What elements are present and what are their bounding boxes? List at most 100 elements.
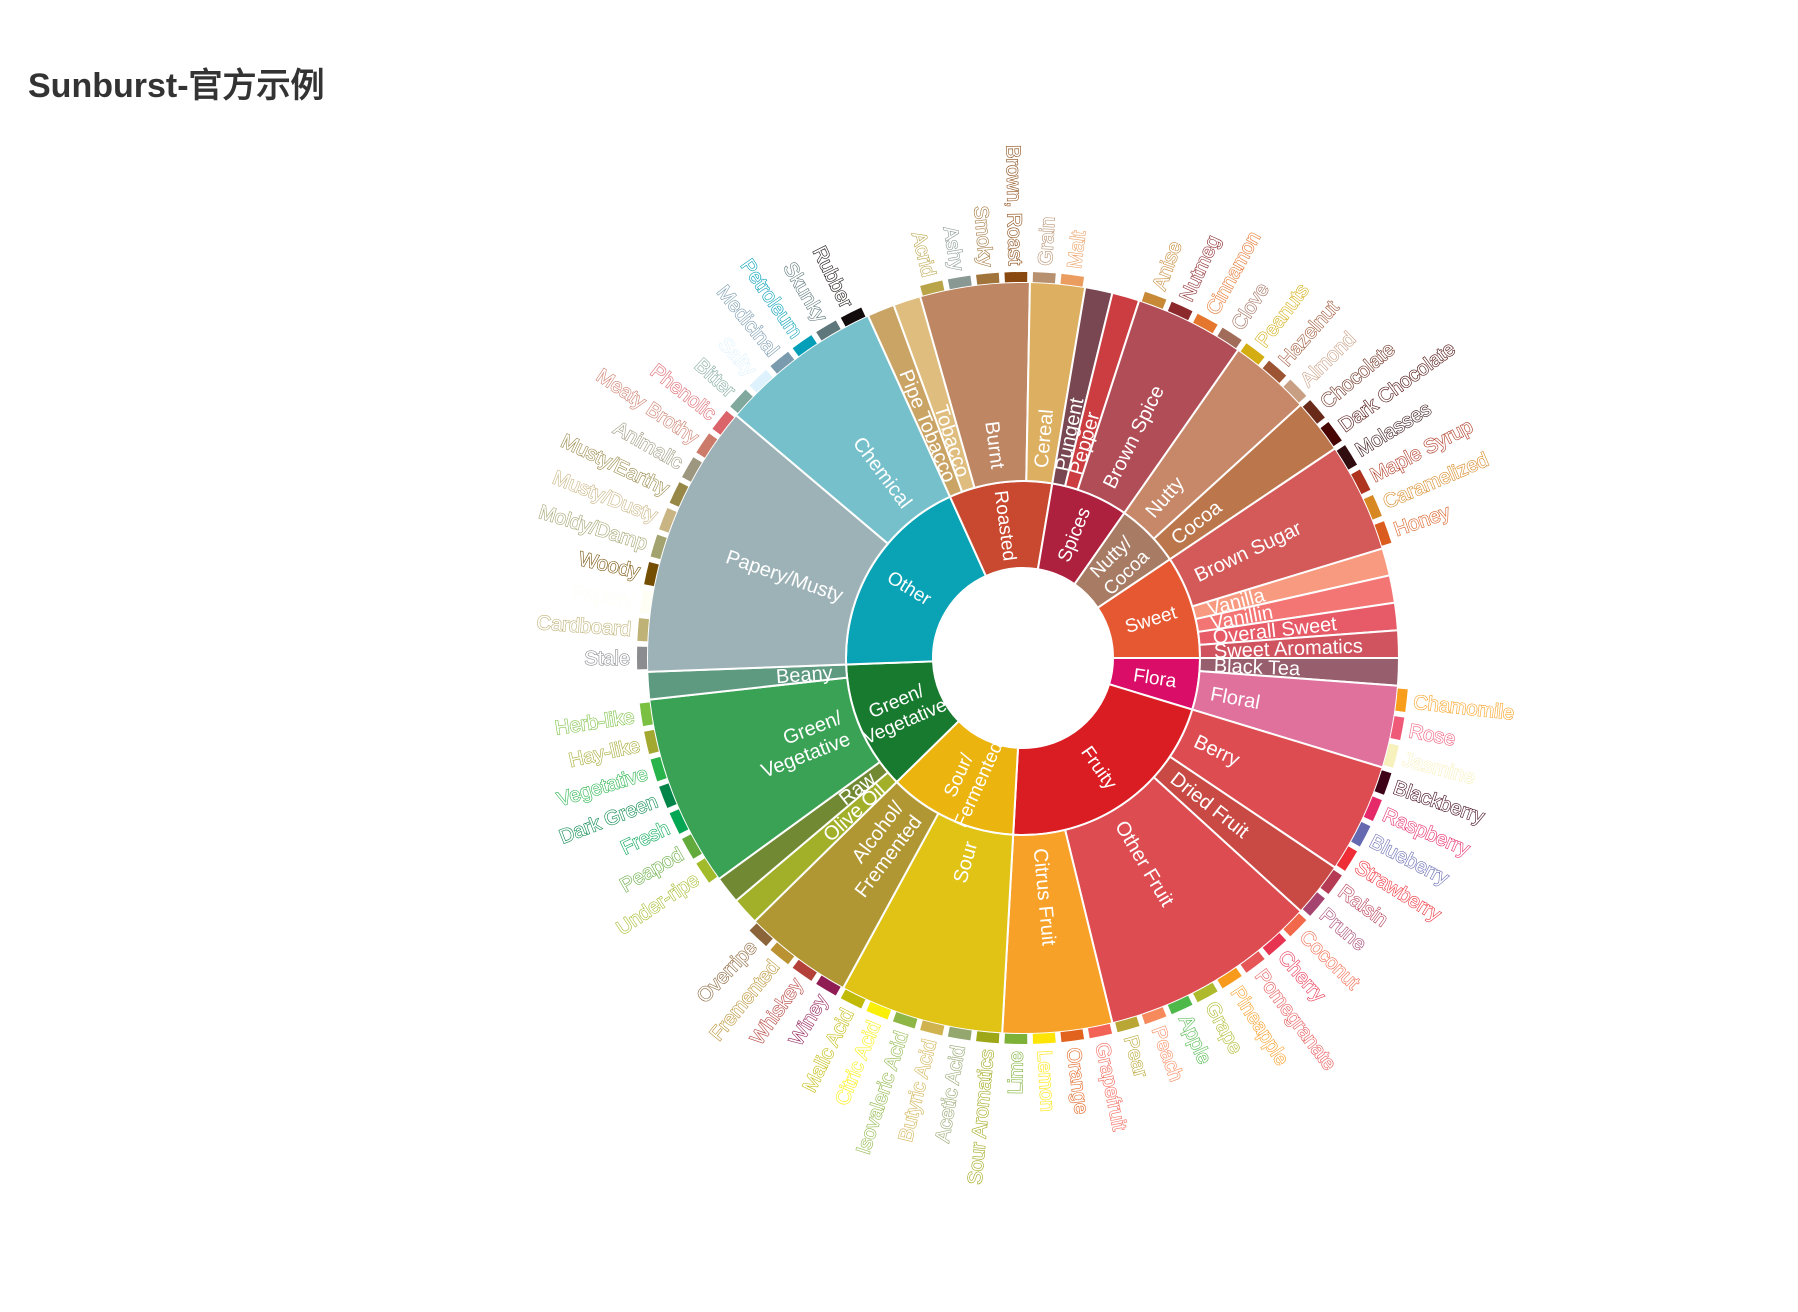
arc-musty-earthy[interactable] <box>669 482 689 507</box>
arc-sour-aromatics[interactable] <box>976 1031 1000 1044</box>
arc-isovaleric-acid[interactable] <box>892 1012 918 1029</box>
label-beany: Beany <box>775 662 833 688</box>
arc-chocolate[interactable] <box>1302 400 1325 424</box>
label-cardboard: Cardboard <box>536 612 632 641</box>
label-malt: Malt <box>1064 229 1091 270</box>
arc-jasmine[interactable] <box>1383 743 1399 768</box>
arc-fresh[interactable] <box>669 809 689 834</box>
arc-peach[interactable] <box>1141 1007 1167 1025</box>
arc-moldy-damp[interactable] <box>650 534 667 560</box>
sunburst-arcs <box>637 271 1408 1045</box>
arc-pineapple[interactable] <box>1217 967 1242 989</box>
arc-musty-dusty[interactable] <box>659 507 677 533</box>
arc-pomegranate[interactable] <box>1240 951 1265 973</box>
arc-woody[interactable] <box>644 562 659 587</box>
label-papery: Papery <box>570 581 636 612</box>
label-acetic-acid: Acetic Acid <box>932 1044 970 1144</box>
label-cereal: Cereal <box>1031 408 1058 469</box>
arc-herb-like[interactable] <box>639 702 653 727</box>
arc-meaty-brothy[interactable] <box>696 433 718 458</box>
arc-petroleum[interactable] <box>792 335 817 357</box>
label-acrid: Acrid <box>907 230 939 280</box>
arc-acetic-acid[interactable] <box>947 1026 972 1041</box>
arc-citric-acid[interactable] <box>866 1001 892 1020</box>
arc-animalic[interactable] <box>682 457 702 482</box>
label-woody: Woody <box>577 548 642 583</box>
arc-malt[interactable] <box>1060 273 1085 287</box>
arc-almond[interactable] <box>1283 379 1307 403</box>
arc-sweet-aromatics[interactable] <box>1198 629 1401 659</box>
label-sour-aromatics: Sour Aromatics <box>964 1048 998 1185</box>
arc-malic-acid[interactable] <box>840 989 866 1009</box>
arc-honey[interactable] <box>1374 521 1392 546</box>
arc-medicinal[interactable] <box>770 351 795 374</box>
arc-brown-roast[interactable] <box>1004 271 1028 283</box>
label-sweet-aromatics: Sweet Aromatics <box>1214 635 1364 662</box>
arc-grapefruit[interactable] <box>1087 1023 1113 1039</box>
arc-salty[interactable] <box>749 369 773 393</box>
arc-rose[interactable] <box>1390 716 1405 741</box>
label-pear: Pear <box>1119 1033 1152 1080</box>
label-ashy: Ashy <box>939 225 968 272</box>
arc-dark-chocolate[interactable] <box>1320 421 1342 447</box>
arc-anise[interactable] <box>1141 291 1167 309</box>
arc-hay-like[interactable] <box>644 729 659 754</box>
arc-raspberry[interactable] <box>1363 796 1382 822</box>
arc-overripe[interactable] <box>749 923 773 947</box>
label-chamomile: Chamomile <box>1412 692 1515 725</box>
arc-chamomile[interactable] <box>1395 688 1408 713</box>
arc-cardboard[interactable] <box>637 618 650 642</box>
arc-skunky[interactable] <box>816 320 841 341</box>
arc-peanuts[interactable] <box>1240 343 1265 365</box>
label-smoky: Smoky <box>969 205 997 268</box>
label-stale: Stale <box>584 648 630 670</box>
arc-clove[interactable] <box>1217 327 1242 349</box>
arc-grape[interactable] <box>1193 982 1218 1003</box>
arc-orange[interactable] <box>1060 1029 1085 1043</box>
arc-ashy[interactable] <box>947 275 972 290</box>
arc-caramelized[interactable] <box>1363 494 1382 520</box>
label-black-tea: Black Tea <box>1213 655 1301 680</box>
arc-maple-syrup[interactable] <box>1351 469 1371 495</box>
center-hole <box>935 570 1111 746</box>
arc-blackberry[interactable] <box>1374 770 1392 795</box>
arc-cherry[interactable] <box>1262 933 1287 956</box>
label-brown-roast: Brown, Roast <box>1002 145 1026 266</box>
arc-nutmeg[interactable] <box>1167 301 1193 321</box>
arc-bitter[interactable] <box>730 389 753 414</box>
arc-papery[interactable] <box>639 589 653 614</box>
arc-hazelnut[interactable] <box>1262 360 1287 383</box>
arc-prune[interactable] <box>1302 892 1325 916</box>
arc-pear[interactable] <box>1115 1016 1140 1033</box>
arc-under-ripe[interactable] <box>696 858 718 883</box>
arc-peapod[interactable] <box>682 834 702 859</box>
arc-winey[interactable] <box>816 975 841 996</box>
arc-blueberry[interactable] <box>1351 821 1371 847</box>
arc-raisin[interactable] <box>1320 869 1342 895</box>
arc-grain[interactable] <box>1032 272 1056 284</box>
label-herb-like: Herb-like <box>554 706 636 740</box>
label-lemon: Lemon <box>1033 1050 1058 1112</box>
arc-cinnamon[interactable] <box>1193 313 1218 334</box>
label-grain: Grain <box>1035 216 1060 266</box>
arc-acrid[interactable] <box>920 280 945 296</box>
arc-whiskey[interactable] <box>792 959 817 981</box>
arc-vegetative[interactable] <box>650 756 667 782</box>
arc-dark-green[interactable] <box>659 783 677 809</box>
label-lime: Lime <box>1005 1051 1028 1095</box>
arc-apple[interactable] <box>1167 995 1193 1015</box>
arc-phenolic[interactable] <box>712 410 735 435</box>
arc-lemon[interactable] <box>1032 1032 1056 1044</box>
arc-stale[interactable] <box>637 646 648 670</box>
arc-molasses[interactable] <box>1336 445 1358 470</box>
label-orange: Orange <box>1062 1046 1092 1115</box>
arc-butyric-acid[interactable] <box>920 1020 945 1036</box>
arc-rubber[interactable] <box>840 307 866 327</box>
arc-coconut[interactable] <box>1283 913 1307 937</box>
label-rose: Rose <box>1407 720 1457 750</box>
arc-lime[interactable] <box>1004 1033 1028 1045</box>
arc-strawberry[interactable] <box>1336 846 1358 871</box>
arc-fremented[interactable] <box>770 942 795 965</box>
arc-smoky[interactable] <box>976 272 1000 285</box>
